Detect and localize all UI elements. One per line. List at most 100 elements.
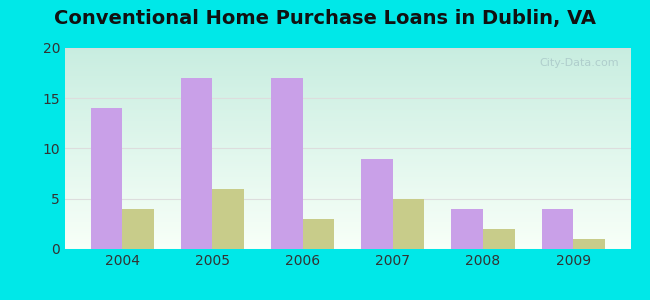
Bar	[65, 168, 630, 169]
Bar	[65, 200, 630, 201]
Bar	[65, 158, 630, 160]
Bar	[65, 130, 630, 131]
Bar	[65, 59, 630, 60]
Bar	[271, 78, 303, 249]
Bar	[65, 90, 630, 91]
Bar	[65, 117, 630, 118]
Bar	[65, 165, 630, 166]
Bar	[65, 221, 630, 222]
Bar	[65, 109, 630, 110]
Bar	[65, 64, 630, 65]
Bar	[65, 206, 630, 207]
Bar	[65, 232, 630, 233]
Bar	[65, 102, 630, 103]
Bar	[65, 227, 630, 228]
Bar	[65, 199, 630, 200]
Bar	[65, 69, 630, 70]
Bar	[65, 55, 630, 56]
Bar	[65, 241, 630, 242]
Bar	[65, 184, 630, 185]
Bar	[65, 77, 630, 78]
Bar	[65, 86, 630, 87]
Bar	[65, 194, 630, 195]
Bar	[213, 189, 244, 249]
Bar	[65, 72, 630, 73]
Bar	[65, 65, 630, 66]
Bar	[65, 62, 630, 63]
Bar	[65, 211, 630, 212]
Bar	[65, 242, 630, 243]
Bar	[65, 198, 630, 199]
Bar	[65, 169, 630, 170]
Bar	[65, 189, 630, 190]
Bar	[65, 83, 630, 84]
Bar	[65, 187, 630, 188]
Bar	[65, 138, 630, 140]
Bar	[65, 51, 630, 52]
Bar	[65, 108, 630, 109]
Bar	[65, 146, 630, 148]
Bar	[65, 95, 630, 96]
Bar	[541, 209, 573, 249]
Bar	[65, 122, 630, 123]
Bar	[65, 160, 630, 161]
Bar	[65, 247, 630, 248]
Bar	[65, 196, 630, 197]
Bar	[65, 49, 630, 50]
Bar	[65, 48, 630, 49]
Bar	[65, 100, 630, 101]
Bar	[65, 212, 630, 213]
Bar	[65, 132, 630, 134]
Bar	[65, 152, 630, 154]
Bar	[65, 125, 630, 126]
Bar	[65, 177, 630, 178]
Bar	[65, 216, 630, 217]
Bar	[65, 185, 630, 186]
Bar	[65, 84, 630, 85]
Bar	[65, 160, 630, 162]
Text: City-Data.com: City-Data.com	[540, 58, 619, 68]
Bar	[65, 151, 630, 152]
Bar	[65, 226, 630, 227]
Bar	[65, 166, 630, 167]
Bar	[65, 89, 630, 90]
Bar	[65, 74, 630, 75]
Bar	[65, 240, 630, 241]
Bar	[65, 129, 630, 130]
Bar	[65, 93, 630, 94]
Bar	[65, 182, 630, 183]
Bar	[65, 169, 630, 171]
Bar	[65, 155, 630, 157]
Bar	[65, 209, 630, 210]
Bar	[65, 136, 630, 137]
Bar	[65, 142, 630, 143]
Bar	[65, 54, 630, 55]
Bar	[65, 96, 630, 97]
Bar	[65, 236, 630, 237]
Bar	[65, 53, 630, 54]
Bar	[65, 56, 630, 57]
Bar	[65, 112, 630, 113]
Bar	[65, 128, 630, 129]
Bar	[65, 135, 630, 136]
Bar	[65, 50, 630, 51]
Text: Conventional Home Purchase Loans in Dublin, VA: Conventional Home Purchase Loans in Dubl…	[54, 9, 596, 28]
Bar	[65, 111, 630, 112]
Bar	[65, 174, 630, 175]
Bar	[65, 105, 630, 106]
Bar	[65, 119, 630, 120]
Bar	[65, 97, 630, 98]
Bar	[393, 199, 424, 249]
Bar	[65, 63, 630, 64]
Bar	[65, 228, 630, 229]
Bar	[65, 75, 630, 76]
Bar	[181, 78, 213, 249]
Bar	[65, 157, 630, 158]
Bar	[65, 103, 630, 104]
Bar	[65, 224, 630, 225]
Bar	[65, 101, 630, 102]
Bar	[65, 70, 630, 71]
Bar	[65, 244, 630, 245]
Bar	[65, 218, 630, 219]
Bar	[65, 202, 630, 203]
